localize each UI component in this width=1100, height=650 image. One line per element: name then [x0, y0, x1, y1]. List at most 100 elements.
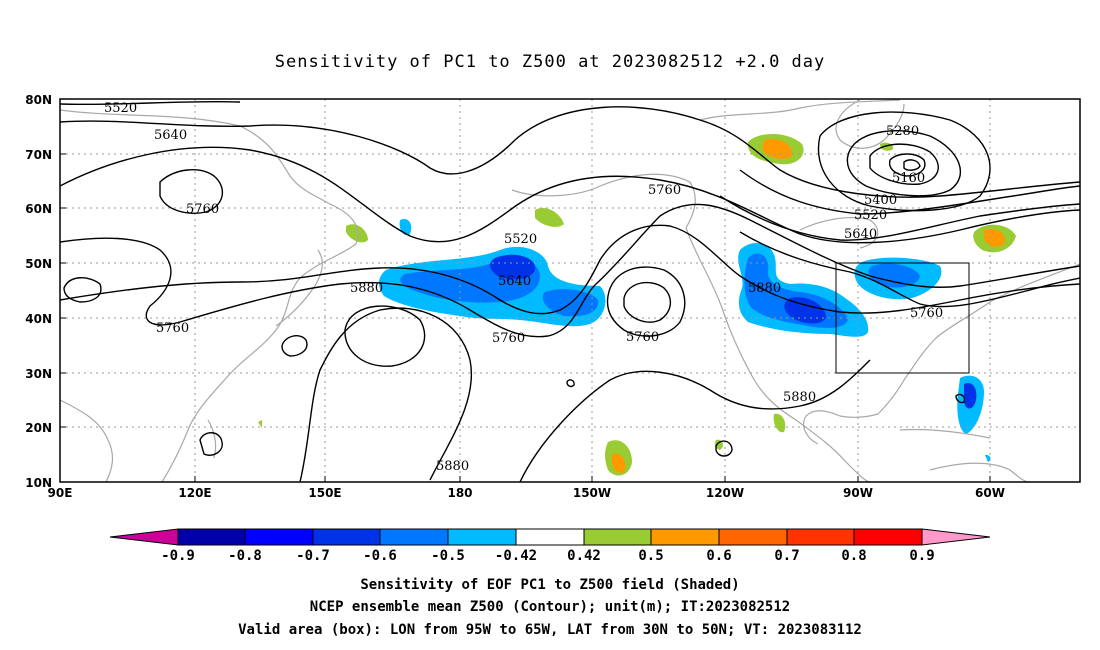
contour-label: 5160: [892, 171, 925, 186]
caption-line-1: Sensitivity of EOF PC1 to Z500 field (Sh…: [360, 577, 739, 593]
colorbar-label: -0.9: [161, 548, 195, 564]
contour-label: 5760: [648, 183, 681, 198]
contour-5880-loop-sw: [199, 432, 223, 456]
lon-label: 90E: [48, 486, 73, 500]
shade-pos-hawaii-core: [611, 453, 626, 473]
contour-5760-east-na: [739, 231, 1080, 308]
coast-hudson: [799, 217, 879, 249]
coast-na-east: [839, 263, 1080, 418]
colorbar-segment: [379, 528, 449, 546]
contour-5520-canada: [739, 169, 1080, 215]
coast-sa: [929, 462, 1031, 482]
map-frame: [59, 98, 1081, 483]
contour-label: 5640: [844, 227, 877, 242]
contour-low-japan: [281, 335, 308, 357]
lon-label: 90W: [843, 486, 873, 500]
contour-5520-nw: [60, 100, 241, 106]
caption-line-2: NCEP ensemble mean Z500 (Contour); unit(…: [310, 599, 790, 615]
colorbar-segment: [447, 528, 517, 546]
colorbar-segment: [650, 528, 720, 546]
contour-greenland-low-3: [888, 153, 926, 177]
tick-marks: [60, 153, 991, 482]
shade-neg-namerica-core: [784, 297, 826, 324]
colorbar-label: -0.6: [363, 548, 397, 564]
contour-label: 5280: [886, 124, 919, 139]
lon-label: 120W: [706, 486, 744, 500]
contour-label: 5760: [186, 202, 219, 217]
colorbar-segment: [583, 528, 652, 546]
lon-label: 120E: [178, 486, 211, 500]
coast-caribbean: [899, 428, 991, 439]
lon-label: 150E: [308, 486, 341, 500]
colorbar-segment: [177, 528, 246, 546]
contour-5640-canada: [719, 195, 1080, 241]
shade-neg-small-1: [399, 218, 412, 236]
contour-low-asia: [63, 277, 102, 303]
contour-5760-high-mid-pac: [606, 266, 686, 337]
colorbar-segment: [853, 528, 923, 546]
contour-5880-high-mid-pac: [623, 281, 671, 323]
coast-alaska: [511, 173, 696, 229]
contour-label: 5760: [492, 331, 525, 346]
contour-labels: 5520 5640 5760 5280 5160 5400 5520 5640 …: [104, 101, 943, 474]
valid-area-box: [835, 262, 970, 374]
coast-asia-east: [60, 109, 359, 482]
shade-neg-greatlakes-core: [868, 263, 920, 288]
contour-5880-ridge: [60, 224, 1080, 315]
caption-line-3: Valid area (box): LON from 95W to 65W, L…: [238, 622, 862, 638]
colorbar-label: 0.5: [638, 548, 663, 564]
shade-pos-newfoundland-core: [984, 228, 1005, 247]
contour-greenland-low-4: [903, 159, 921, 171]
contour-label: 5520: [504, 232, 537, 247]
coast-indochina: [60, 399, 114, 482]
contour-label: 5520: [854, 208, 887, 223]
coast-greenland: [835, 99, 905, 149]
contour-greenland-low-5: [817, 111, 991, 212]
lon-label: 180: [447, 486, 472, 500]
shade-pos-kamchatka: [346, 224, 368, 243]
colorbar-label: -0.42: [495, 548, 537, 564]
colorbar: -0.9 -0.8 -0.7 -0.6 -0.5 -0.42 0.42 0.5 …: [109, 528, 991, 564]
colorbar-label: -0.7: [296, 548, 330, 564]
shaded-sensitivity: [258, 133, 1016, 476]
lat-label: 70N: [25, 148, 52, 162]
colorbar-label: -0.5: [431, 548, 465, 564]
contour-greenland-low-2: [869, 143, 939, 185]
colorbar-segment: [312, 528, 381, 546]
figure-title: Sensitivity of PC1 to Z500 at 2023082512…: [275, 52, 826, 72]
colorbar-label: 0.42: [567, 548, 601, 564]
lat-labels: 80N 70N 60N 50N 40N 30N 20N 10N: [25, 93, 52, 490]
contour-5880-loop-hawaii: [715, 440, 733, 457]
gridlines: [60, 99, 1080, 482]
colorbar-label: 0.6: [706, 548, 731, 564]
contour-label: 5640: [498, 274, 531, 289]
colorbar-high-arrow: [921, 528, 991, 546]
colorbar-label: 0.8: [841, 548, 866, 564]
lat-label: 10N: [25, 476, 52, 490]
colorbar-segment: [786, 528, 855, 546]
coast-japan: [275, 249, 323, 327]
contour-label: 5880: [436, 459, 469, 474]
contour-label: 5880: [748, 281, 781, 296]
contour-5760-pacific: [60, 203, 1080, 338]
contour-label: 5880: [350, 281, 383, 296]
lon-label: 150W: [573, 486, 611, 500]
shade-pos-mexico: [773, 413, 786, 433]
colorbar-segment: [515, 528, 585, 546]
colorbar-label: 0.9: [909, 548, 934, 564]
shade-pos-alaska: [535, 207, 564, 227]
shade-pos-small-1: [714, 439, 723, 450]
contour-5880-atl: [955, 393, 966, 404]
coast-philippines: [207, 419, 217, 459]
z500-contours: [60, 100, 1080, 482]
contour-label: 5400: [864, 193, 897, 208]
colorbar-label: 0.7: [774, 548, 799, 564]
lat-label: 30N: [25, 367, 52, 381]
contour-5760-low-asia: [159, 169, 224, 214]
colorbar-segment: [718, 528, 788, 546]
shade-neg-atlantic-core: [964, 382, 977, 409]
coast-gulf: [803, 410, 841, 445]
colorbar-segment: [244, 528, 314, 546]
contour-label: 5520: [104, 101, 137, 116]
